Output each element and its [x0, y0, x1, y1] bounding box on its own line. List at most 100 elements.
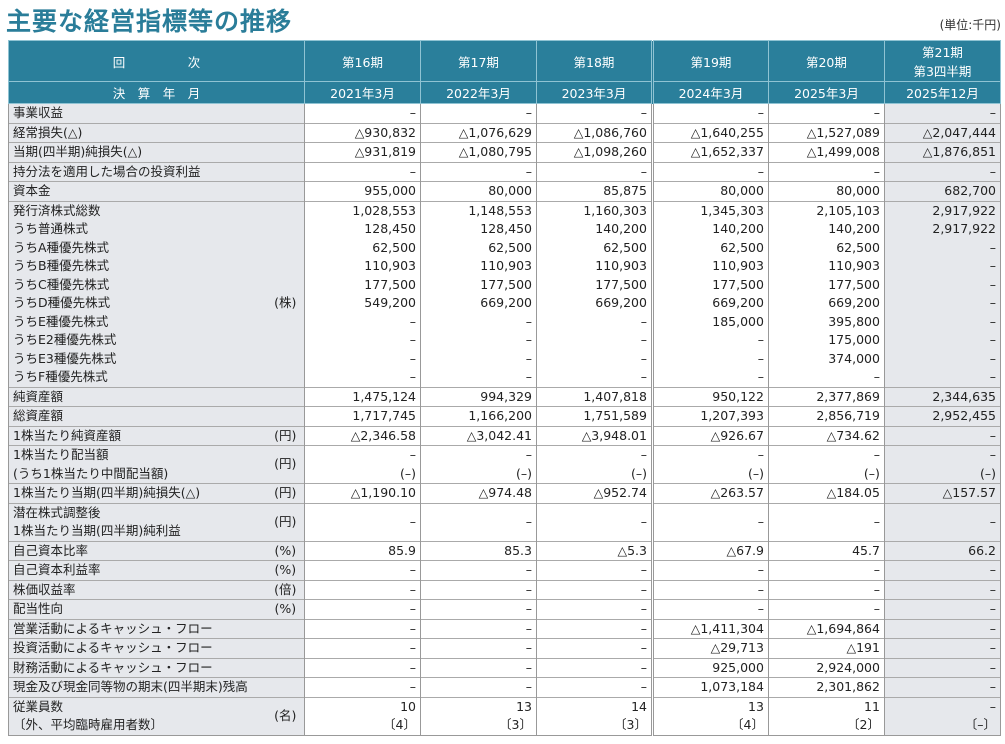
- value-cell: 1,073,184: [650, 677, 769, 697]
- row-label: 1株当たり当期(四半期)純損失(△): [8, 483, 267, 503]
- value-cell: 2,301,862: [767, 677, 885, 697]
- table-row: 自己資本比率 (%) 85.9 85.3 △5.3 △67.9 45.7 66.2: [8, 540, 1002, 561]
- value-cell: 85,875: [535, 181, 653, 201]
- row-label: 総資産額: [8, 406, 267, 426]
- table-row: 純資産額 1,475,124 994,329 1,407,818 950,122 2,37…: [8, 386, 1002, 407]
- value-cell: –: [883, 331, 1002, 350]
- value-cell: 2,952,455: [883, 406, 1002, 426]
- value-cell: 10 〔4〕: [304, 696, 421, 736]
- value-cell: 2,856,719: [767, 406, 885, 426]
- value-cell: 110,903: [420, 257, 537, 276]
- table-row: 営業活動によるキャッシュ・フロー – – – △1,411,304 △1,694,864–: [8, 618, 1002, 639]
- row-label: 持分法を適用した場合の投資利益: [8, 161, 267, 182]
- table-row: うちE種優先株式 – – –185,000 395,800–: [8, 312, 1002, 331]
- value-cell: 1,345,303: [650, 200, 769, 220]
- value-cell: –: [304, 331, 421, 350]
- value-cell: 140,200: [767, 220, 885, 239]
- value-cell: 2,344,635: [883, 386, 1002, 407]
- value-cell: –: [650, 368, 769, 387]
- value-cell: –: [535, 312, 653, 331]
- value-cell: 62,500: [535, 238, 653, 257]
- row-unit: [266, 200, 306, 220]
- value-cell: –: [883, 579, 1002, 600]
- table-row: 投資活動によるキャッシュ・フロー – – – △29,713 △191–: [8, 638, 1002, 658]
- table-row: 配当性向 (%) – – – – – –: [8, 599, 1002, 619]
- table-row: 経常損失(△) △930,832 △1,076,629 △1,086,760 △1,64…: [8, 122, 1002, 143]
- row-unit: (株): [266, 294, 306, 313]
- value-cell: 13 〔4〕: [650, 696, 769, 736]
- value-cell: –: [420, 599, 537, 619]
- value-cell: –: [767, 502, 885, 541]
- header-period: 第20期: [767, 40, 885, 82]
- row-unit: [266, 638, 306, 658]
- value-cell: 80,000: [650, 181, 769, 201]
- value-cell: –: [535, 599, 653, 619]
- value-cell: 128,450: [304, 220, 421, 239]
- value-cell: –: [883, 502, 1002, 541]
- value-cell: –: [650, 331, 769, 350]
- header-row-period: 回 次 第16期 第17期 第18期 第19期 第20期 第21期 第3四半期: [7, 40, 1002, 82]
- value-cell: –: [420, 103, 537, 123]
- value-cell: △1,086,760: [535, 122, 653, 143]
- value-cell: –: [767, 579, 885, 600]
- value-cell: –: [883, 425, 1002, 446]
- row-unit: [266, 312, 306, 331]
- header-row-label: 回 次: [7, 40, 306, 82]
- row-unit: (%): [266, 560, 306, 580]
- value-cell: 13 〔3〕: [420, 696, 537, 736]
- value-cell: –: [304, 349, 421, 368]
- value-cell: 62,500: [767, 238, 885, 257]
- table-row: 現金及び現金同等物の期末(四半期末)残高 – – –1,073,184 2,301,86…: [8, 677, 1002, 697]
- value-cell: –: [535, 103, 653, 123]
- value-cell: 1,166,200: [420, 406, 537, 426]
- value-cell: –: [883, 161, 1002, 182]
- value-cell: △29,713: [650, 638, 769, 658]
- value-cell: –: [304, 368, 421, 387]
- unit-note: (単位:千円): [939, 18, 1001, 32]
- value-cell: –: [304, 599, 421, 619]
- value-cell: – (–): [535, 445, 653, 484]
- value-cell: –: [883, 275, 1002, 294]
- row-unit: [266, 406, 306, 426]
- value-cell: 1,475,124: [304, 386, 421, 407]
- row-unit: [266, 677, 306, 697]
- value-cell: –: [883, 368, 1002, 387]
- value-cell: –: [650, 103, 769, 123]
- row-unit: [266, 257, 306, 276]
- value-cell: –: [767, 560, 885, 580]
- table-row: 従業員数 〔外、平均臨時雇用者数〕 (名) 10 〔4〕 13 〔3〕 14 〔3〕 13…: [8, 696, 1002, 736]
- value-cell: 2,105,103: [767, 200, 885, 220]
- value-cell: 80,000: [767, 181, 885, 201]
- value-cell: –: [420, 502, 537, 541]
- row-label: 配当性向: [8, 599, 267, 619]
- value-cell: 80,000: [420, 181, 537, 201]
- value-cell: 177,500: [304, 275, 421, 294]
- value-cell: –: [650, 349, 769, 368]
- table-row: 自己資本利益率 (%) – – – – – –: [8, 560, 1002, 580]
- value-cell: –: [767, 599, 885, 619]
- row-label: うちF種優先株式: [8, 368, 267, 387]
- value-cell: –: [304, 560, 421, 580]
- value-cell: –: [883, 618, 1002, 639]
- value-cell: 374,000: [767, 349, 885, 368]
- value-cell: –: [420, 579, 537, 600]
- header-date: 2022年3月: [420, 81, 537, 104]
- header-date: 2025年3月: [767, 81, 885, 104]
- row-label: うちD種優先株式: [8, 294, 267, 313]
- row-label: 発行済株式総数: [8, 200, 267, 220]
- row-unit: [266, 122, 306, 143]
- value-cell: 175,000: [767, 331, 885, 350]
- row-unit: [266, 142, 306, 162]
- value-cell: –: [420, 331, 537, 350]
- value-cell: 66.2: [883, 540, 1002, 561]
- value-cell: 110,903: [304, 257, 421, 276]
- value-cell: 669,200: [767, 294, 885, 313]
- table-row: うちD種優先株式 (株) 549,200 669,200 669,200 669,200 6…: [8, 294, 1002, 313]
- value-cell: –: [883, 294, 1002, 313]
- value-cell: 14 〔3〕: [535, 696, 653, 736]
- header-row-date: 決 算 年 月 2021年3月 2022年3月 2023年3月 2024年3月 2025…: [7, 81, 1002, 104]
- value-cell: 925,000: [650, 657, 769, 678]
- value-cell: –: [650, 502, 769, 541]
- row-label: 自己資本比率: [8, 540, 267, 561]
